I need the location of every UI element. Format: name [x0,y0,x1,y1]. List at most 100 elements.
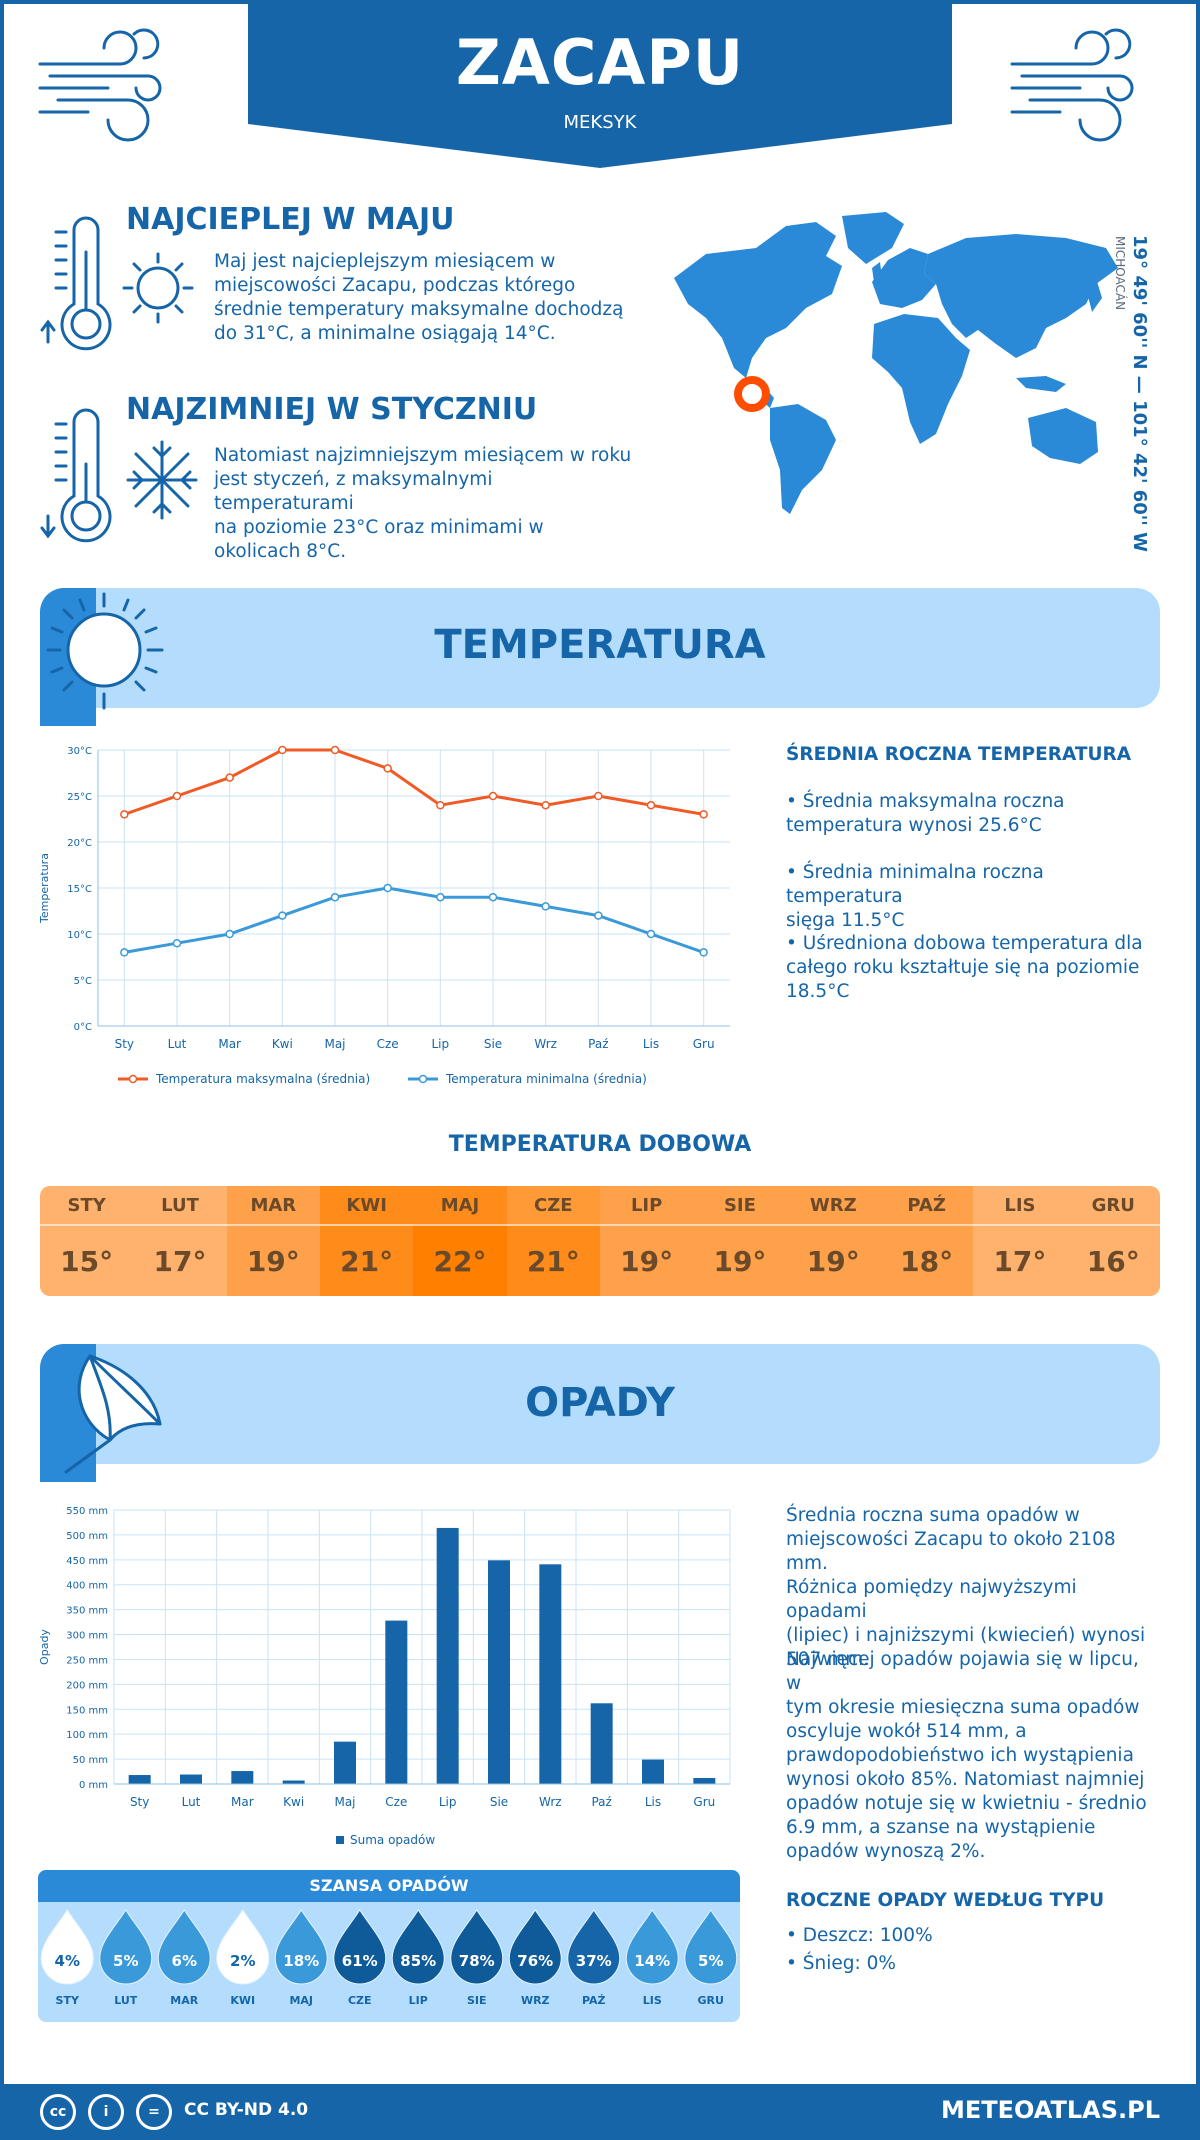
x-tick-label: Mar [218,1037,241,1051]
y-tick-label: 250 mm [66,1655,108,1666]
x-tick-label: Maj [334,1795,355,1809]
daily-temp-column: SIE 19° [693,1186,787,1296]
city-name: ZACAPU [455,26,745,99]
precip-bar [693,1778,716,1784]
thermometer-hot-icon [40,216,194,351]
precipitation-chart: 0 mm 50 mm 100 mm 150 mm 200 mm 250 mm 300 mm 3… [38,1506,731,1847]
precip-bar [180,1774,202,1784]
x-tick-label: Wrz [539,1795,562,1809]
x-tick-label: Kwi [283,1795,304,1809]
coldest-title: NAJZIMNIEJ W STYCZNIU [126,392,538,427]
daily-temp-value: 17° [973,1224,1067,1296]
rain-chance-month: CZE [348,1994,372,2007]
precip-bar [436,1527,459,1784]
legend-label: Suma opadów [350,1833,435,1847]
rain-chance-month: LIS [643,1994,662,2007]
precip-section-header [40,1344,1160,1464]
data-point [488,791,498,801]
coldest-line: jest styczeń, z maksymalnymi temperatura… [214,469,493,514]
x-tick-label: Paź [591,1795,611,1809]
daily-temp-column: LIS 17° [973,1186,1067,1296]
daily-temp-column: LIP 19° [599,1186,694,1296]
rain-chance-month: MAR [170,1994,198,2007]
precip-bar [539,1564,562,1784]
daily-temp-value: 15° [40,1224,134,1296]
attribution-icon: i [88,2094,124,2130]
wind-icon-left [38,28,162,142]
rain-chance-month: KWI [230,1994,255,2007]
x-tick-label: Cze [377,1037,399,1051]
raindrop-icon [508,1909,562,1985]
sun-icon [46,592,164,710]
x-tick-label: Gru [693,1037,715,1051]
legend-label: Temperatura maksymalna (średnia) [155,1072,370,1086]
warmest-line: średnie temperatury maksymalne dochodzą [214,299,624,320]
daily-temp-month: LUT [133,1186,227,1224]
data-point [541,902,550,911]
y-tick-label: 400 mm [66,1581,108,1592]
bullet-line: • Uśredniona dobowa temperatura dla [786,933,1143,954]
x-tick-label: Lip [439,1795,457,1809]
precip-line: 6.9 mm, a szanse na wystąpienie [786,1817,1096,1838]
bullet-line: 18.5°C [786,981,850,1002]
warmest-line: do 31°C, a minimalne osiągają 14°C. [214,323,556,344]
rain-chance-value: 18% [283,1952,319,1970]
y-tick-label: 350 mm [66,1606,108,1617]
data-point [120,948,129,957]
data-point [278,911,287,920]
thermometer-cold-icon [40,408,198,543]
precip-line: 507 mm. [786,1649,870,1670]
x-tick-label: Gru [693,1795,715,1809]
daily-temp-column: GRU 16° [1066,1186,1160,1296]
legend-swatch [336,1836,344,1844]
site-link[interactable]: METEOATLAS.PL [940,2096,1160,2124]
precip-types-list: • Deszcz: 100% • Śnieg: 0% [786,1922,1156,1978]
x-tick-label: Sie [490,1795,508,1809]
data-point [541,800,550,810]
data-point [436,892,445,902]
precip-bar [128,1775,151,1784]
rain-chance-value: 2% [230,1952,255,1970]
raindrop-icon [99,1909,153,1985]
data-point [330,745,340,755]
wind-icon-right [1010,28,1134,142]
x-tick-label: Lis [643,1037,659,1051]
raindrop-icon [391,1909,445,1985]
precip-paragraph-1: Średnia roczna suma opadów w miejscowośc… [786,1504,1156,1672]
legend-label: Temperatura minimalna (średnia) [445,1072,647,1086]
y-tick-label: 200 mm [66,1680,108,1691]
rain-chance-month: LUT [114,1994,138,2007]
x-tick-label: Wrz [534,1037,557,1051]
daily-temp-value: 19° [693,1224,787,1296]
daily-temp-value: 19° [786,1224,880,1296]
x-tick-label: Kwi [272,1037,293,1051]
x-tick-label: Sie [484,1037,502,1051]
raindrop-icon [450,1909,504,1985]
region-name: MICHOACÁN [1113,236,1127,311]
daily-temp-month: MAR [226,1186,320,1224]
world-map [674,212,1118,514]
series-line-max [123,748,704,816]
rain-chance-month: GRU [698,1994,724,2007]
daily-temp-column: CZE 21° [506,1186,600,1296]
precip-bar [334,1741,356,1784]
y-tick-label: 30°C [67,746,92,757]
warmest-line: Maj jest najcieplejszym miesiącem w [214,251,556,272]
x-tick-label: Sty [115,1037,134,1051]
data-point [383,764,392,773]
daily-temp-column: MAR 19° [226,1186,320,1296]
y-tick-label: 150 mm [66,1705,108,1716]
precip-bar [488,1560,510,1784]
daily-temp-value: 19° [599,1224,694,1296]
avg-temp-title: ŚREDNIA ROCZNA TEMPERATURA [786,744,1132,765]
footer [0,2084,1200,2140]
x-tick-label: Paź [588,1037,608,1051]
rain-chance-value: 4% [55,1952,80,1970]
precip-line: Średnia roczna suma opadów w [786,1505,1080,1526]
coldest-line: okolicach 8°C. [214,541,347,562]
series-line-min [124,886,705,954]
data-point [172,938,182,948]
daily-temp-table: STY 15° LUT 17° MAR 19° KWI 21° MAJ 22° CZE 21° LIP 1… [40,1186,1160,1296]
y-tick-label: 300 mm [66,1631,108,1642]
coldest-line: na poziomie 23°C oraz minimami w [214,517,544,538]
